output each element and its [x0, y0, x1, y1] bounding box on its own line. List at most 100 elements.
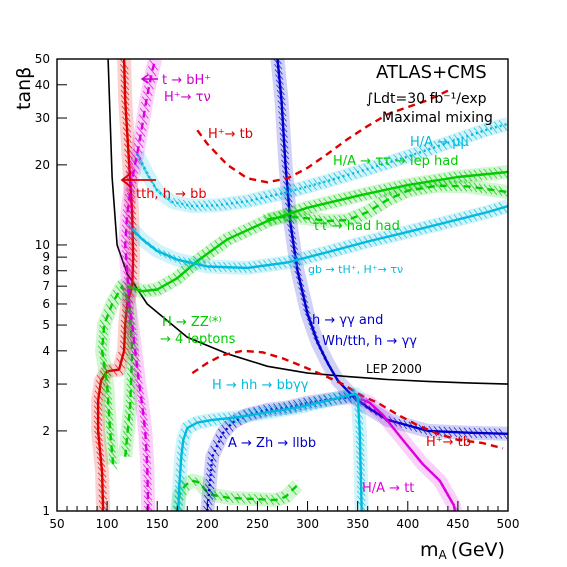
- hatch-stroke: [103, 389, 113, 400]
- hatch-stroke: [263, 191, 272, 202]
- y-tick-label: 1: [42, 504, 50, 518]
- hatch-stroke: [98, 505, 104, 511]
- curve-h-gamgam: [276, 59, 508, 435]
- hatch-stroke: [393, 154, 403, 165]
- hatch-stroke: [288, 401, 297, 412]
- y-tick-label: 5: [42, 318, 50, 332]
- x-tick-label: 250: [246, 517, 269, 531]
- label-gb-th: gb → tH⁺, H⁺→ τν: [308, 263, 403, 276]
- hatch-stroke: [293, 399, 302, 411]
- hatch-stroke: [298, 182, 307, 194]
- hatch-stroke: [478, 183, 488, 194]
- curve-cyan-low: [177, 392, 363, 511]
- annotations: t → bH⁺ H⁺→ τν H⁺→ tb tth, h → bb H/A → …: [120, 73, 471, 496]
- hatch-stroke: [215, 434, 225, 445]
- hatch-stroke: [123, 282, 133, 293]
- hatch-stroke: [134, 137, 144, 148]
- hatch-stroke: [318, 395, 327, 406]
- hatch-stroke: [102, 378, 112, 390]
- label-t-bh: t → bH⁺: [162, 73, 211, 88]
- hatch-stroke: [110, 294, 119, 305]
- hatch-stroke: [124, 199, 133, 210]
- label-lep-2000: LEP 2000: [366, 362, 422, 376]
- label-a-zh: A → Zh → llbb: [228, 436, 316, 451]
- y-tick-label: 3: [42, 377, 50, 391]
- hatch-stroke: [205, 473, 215, 484]
- hatch-stroke: [283, 211, 292, 222]
- hatch-stroke: [308, 179, 317, 191]
- hatch-stroke: [136, 126, 146, 137]
- curve-tautau-hadhad: [267, 184, 508, 223]
- hatch-stroke: [283, 402, 292, 413]
- hatch-stroke: [205, 478, 215, 490]
- hatch-stroke: [221, 424, 231, 436]
- hatch-stroke: [125, 405, 135, 416]
- hatch-stroke: [107, 447, 117, 459]
- hatch-stroke: [129, 163, 139, 175]
- curves-layer: [91, 59, 508, 511]
- hatch-stroke: [127, 173, 137, 184]
- scenario-label: Maximal mixing: [382, 110, 493, 126]
- y-axis-title: tanβ: [13, 67, 35, 110]
- y-tick-label: 40: [35, 78, 50, 92]
- hatch-stroke: [126, 383, 136, 395]
- hatch-stroke: [493, 185, 503, 196]
- y-tick-label: 9: [42, 250, 50, 264]
- hatch-stroke: [263, 213, 272, 225]
- hatch-stroke: [388, 155, 398, 167]
- hatch-stroke: [383, 157, 393, 169]
- hatch-stroke: [143, 495, 153, 506]
- hatch-stroke: [123, 270, 132, 282]
- hatch-stroke: [132, 148, 142, 160]
- hatch-stroke: [483, 124, 493, 135]
- hatch-stroke: [428, 142, 438, 154]
- hatch-stroke: [298, 398, 307, 410]
- hatch-stroke: [129, 330, 138, 341]
- hatch-stroke: [468, 181, 478, 193]
- hatch-stroke: [408, 184, 418, 196]
- x-tick-label: 100: [96, 517, 119, 531]
- y-tick-label: 7: [42, 279, 50, 293]
- hatch-stroke: [268, 403, 277, 415]
- hatch-stroke: [403, 151, 413, 162]
- hatch-stroke: [104, 399, 113, 411]
- curve-Zh: [206, 395, 356, 511]
- label-tautau-hadhad: ττ → had had: [312, 219, 400, 234]
- hatch-stroke: [127, 356, 137, 367]
- hatch-stroke: [121, 234, 130, 246]
- hatch-stroke: [147, 65, 157, 77]
- x-tick-label: 500: [497, 517, 520, 531]
- hatch-stroke: [288, 185, 297, 196]
- hatch-stroke: [283, 186, 292, 198]
- label-ha-tt: H/A → tt: [362, 481, 414, 496]
- hatch-stroke: [202, 505, 208, 511]
- hatch-stroke: [443, 180, 453, 192]
- hatch-stroke: [313, 178, 322, 190]
- label-four-leptons: → 4 leptons: [160, 332, 236, 347]
- label-h-hh: H → hh → bbγγ: [212, 378, 309, 393]
- hatch-stroke: [473, 127, 483, 138]
- hatch-stroke: [125, 303, 135, 315]
- hatch-stroke: [242, 493, 252, 504]
- y-tick-label: 2: [42, 424, 50, 438]
- hatch-stroke: [126, 324, 136, 336]
- hatch-stroke: [333, 172, 342, 184]
- hatch-stroke: [207, 456, 217, 468]
- hatch-stroke: [398, 187, 408, 199]
- hatch-stroke: [213, 439, 222, 451]
- hatch-stroke: [138, 114, 148, 125]
- hatch-stroke: [423, 144, 433, 155]
- hatch-stroke: [348, 391, 358, 403]
- label-h-tb-top: H⁺→ tb: [208, 127, 253, 142]
- experiment-label: ATLAS+CMS: [376, 62, 487, 83]
- label-h-zz: H → ZZ⁽*⁾: [162, 315, 222, 330]
- hatch-stroke: [298, 212, 307, 224]
- x-tick-label: 50: [49, 517, 64, 531]
- hatch-stroke: [131, 351, 141, 362]
- y-tick-label: 50: [35, 52, 50, 66]
- hatch-stroke: [408, 149, 418, 161]
- hatch-stroke: [273, 189, 282, 200]
- hatch-stroke: [143, 505, 149, 511]
